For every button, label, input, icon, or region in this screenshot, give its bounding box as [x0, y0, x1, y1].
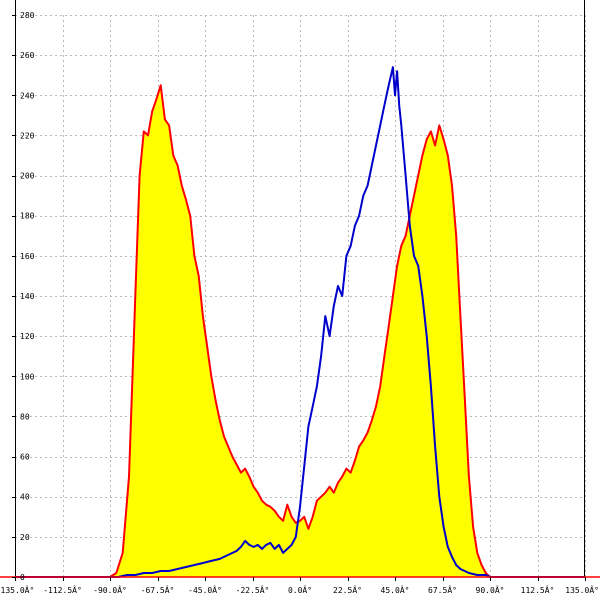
y-tick-label: 220 — [20, 131, 35, 140]
x-tick-label: -22.5Â° — [236, 584, 270, 595]
x-tick-label: 22.5Â° — [333, 584, 362, 595]
series-0-line — [15, 84, 585, 578]
x-tick-label: -135.0Â° — [0, 584, 34, 595]
y-tick-label: 160 — [20, 252, 35, 261]
x-tick-label: 90.0Â° — [476, 584, 505, 595]
x-tick-label: 0.0Â° — [288, 584, 312, 595]
series-1-line — [15, 66, 585, 578]
series-layer — [15, 66, 585, 578]
x-tick-label: 67.5Â° — [428, 584, 457, 595]
y-tick-label: 60 — [20, 453, 30, 462]
y-tick-label: 0 — [20, 573, 25, 582]
x-tick-label: -112.5Â° — [43, 584, 82, 595]
x-tick-label: 45.0Â° — [381, 584, 410, 595]
x-tick-label: -45.0Â° — [188, 584, 222, 595]
y-tick-label: 280 — [20, 11, 35, 20]
x-tick-label: -67.5Â° — [141, 584, 175, 595]
y-tick-label: 80 — [20, 412, 30, 421]
axes — [0, 0, 600, 581]
y-tick-label: 140 — [20, 292, 35, 301]
tick-labels: 0 20 40 60 80 100 120 140 160 180 200 220 240 260 280 -… — [0, 11, 599, 595]
series-0-area — [15, 85, 585, 578]
x-tick-label: -90.0Â° — [93, 584, 127, 595]
grid — [15, 15, 586, 577]
x-tick-label: 112.5Â° — [521, 584, 555, 595]
x-tick-label: 135.0Â° — [565, 584, 599, 595]
y-tick-label: 100 — [20, 372, 35, 381]
y-tick-label: 240 — [20, 91, 35, 100]
y-tick-label: 20 — [20, 533, 30, 542]
y-tick-label: 180 — [20, 212, 35, 221]
y-tick-label: 260 — [20, 51, 35, 60]
y-tick-label: 120 — [20, 332, 35, 341]
y-tick-label: 200 — [20, 172, 35, 181]
y-tick-label: 40 — [20, 493, 30, 502]
